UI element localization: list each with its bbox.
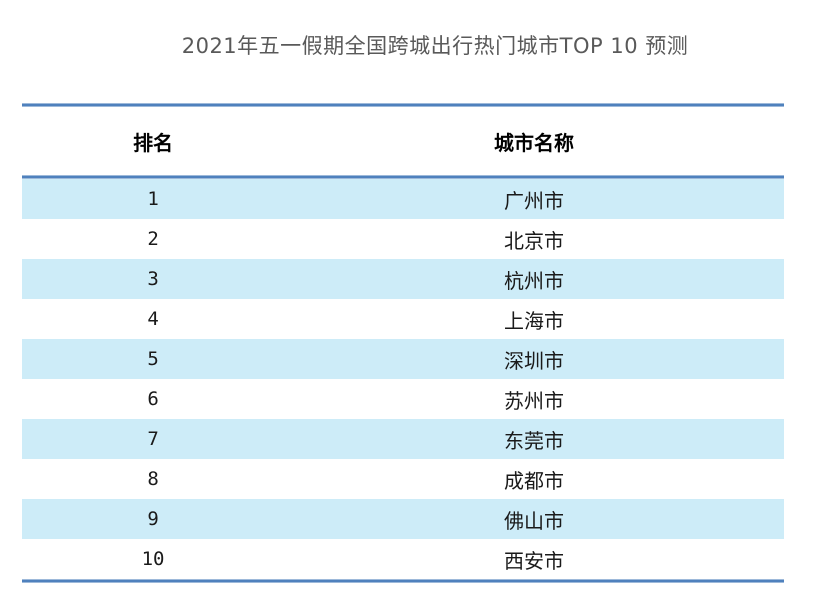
table-row: 8 成都市 — [22, 459, 784, 499]
column-header-city: 城市名称 — [494, 130, 575, 155]
city-cell: 广州市 — [504, 188, 565, 213]
rank-cell: 2 — [147, 228, 159, 250]
table-row: 4 上海市 — [22, 299, 784, 339]
table-header-rule — [22, 175, 784, 179]
city-cell: 上海市 — [504, 308, 565, 333]
table-row: 7 东莞市 — [22, 419, 784, 459]
table-row: 9 佛山市 — [22, 499, 784, 539]
rank-cell: 3 — [147, 268, 159, 290]
table-row: 1 广州市 — [22, 179, 784, 219]
city-cell: 西安市 — [504, 548, 565, 573]
city-cell: 成都市 — [504, 468, 565, 493]
top10-cities-table: 排名 城市名称 1 广州市 2 北京市 3 杭州市 4 上海市 5 深圳市 6 苏州市 7 东莞市 8 成都市… — [22, 103, 784, 583]
rank-cell: 7 — [147, 428, 159, 450]
table-row: 3 杭州市 — [22, 259, 784, 299]
city-cell: 深圳市 — [504, 348, 565, 373]
city-cell: 北京市 — [504, 228, 565, 253]
city-cell: 苏州市 — [504, 388, 565, 413]
table-row: 5 深圳市 — [22, 339, 784, 379]
table-row: 10 西安市 — [22, 539, 784, 579]
rank-cell: 4 — [147, 308, 159, 330]
rank-cell: 5 — [147, 348, 159, 370]
rank-cell: 8 — [147, 468, 159, 490]
city-cell: 杭州市 — [504, 268, 565, 293]
table-header-row: 排名 城市名称 — [22, 107, 784, 175]
rank-cell: 9 — [147, 508, 159, 530]
table-bottom-rule — [22, 579, 784, 583]
table-row: 6 苏州市 — [22, 379, 784, 419]
table-row: 2 北京市 — [22, 219, 784, 259]
rank-cell: 10 — [141, 548, 165, 570]
column-header-rank: 排名 — [133, 130, 174, 155]
city-cell: 佛山市 — [504, 508, 565, 533]
rank-cell: 6 — [147, 388, 159, 410]
page-title: 2021年五一假期全国跨城出行热门城市TOP 10 预测 — [181, 34, 689, 58]
table-body: 1 广州市 2 北京市 3 杭州市 4 上海市 5 深圳市 6 苏州市 7 东莞市 8 成都市 9 佛山市 10 西安… — [22, 179, 784, 579]
city-cell: 东莞市 — [504, 428, 565, 453]
table-top-rule — [22, 103, 784, 107]
rank-cell: 1 — [147, 188, 159, 210]
